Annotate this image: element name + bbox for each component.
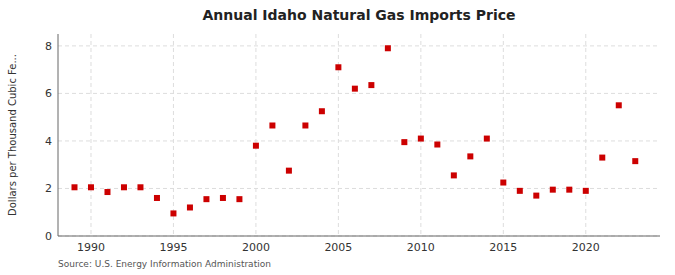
point — [253, 143, 259, 149]
point — [401, 139, 407, 145]
chart: 0 2 4 6 8 1990 1995 2000 2005 2010 2015 2020 Annual … — [0, 0, 675, 275]
point — [121, 184, 127, 190]
grid-line-x — [585, 34, 586, 236]
point — [566, 187, 572, 193]
point — [71, 184, 77, 190]
grid-line-y — [58, 236, 660, 237]
point — [104, 189, 110, 195]
title: Annual Idaho Natural Gas Imports Price — [203, 7, 516, 23]
y-axis-line — [58, 34, 59, 236]
y-tick-label: 6 — [45, 87, 52, 100]
y-tick-label: 8 — [45, 40, 52, 53]
point — [286, 168, 292, 174]
point — [434, 142, 440, 148]
point — [203, 196, 209, 202]
point — [484, 136, 490, 142]
y-tick-label: 0 — [45, 230, 52, 243]
chart-container: 0 2 4 6 8 1990 1995 2000 2005 2010 2015 2020 Annual … — [0, 0, 675, 275]
points — [71, 45, 638, 216]
x-tick-label: 2010 — [407, 241, 435, 254]
x-axis-line — [58, 236, 660, 237]
grid-line-x — [420, 34, 421, 236]
y-axis-label: Dollars per Thousand Cubic Fe... — [7, 54, 18, 216]
point — [170, 210, 176, 216]
point — [269, 122, 275, 128]
point — [616, 102, 622, 108]
grid-line-x — [90, 34, 91, 236]
point — [352, 86, 358, 92]
point — [220, 195, 226, 201]
point — [187, 204, 193, 210]
point — [385, 45, 391, 51]
x-tick-label: 1995 — [159, 241, 187, 254]
grid-line-x — [173, 34, 174, 236]
x-tick-label: 1990 — [77, 241, 105, 254]
point — [88, 184, 94, 190]
point — [599, 155, 605, 161]
point — [418, 136, 424, 142]
grid-line-y — [58, 93, 660, 94]
point — [517, 188, 523, 194]
grid-line-x — [255, 34, 256, 236]
grid-line-x — [503, 34, 504, 236]
point — [583, 188, 589, 194]
y-tick-label: 2 — [45, 182, 52, 195]
grid — [58, 34, 660, 236]
point — [632, 158, 638, 164]
ticks: 0 2 4 6 8 1990 1995 2000 2005 2010 2015 2020 — [45, 40, 600, 254]
x-tick-label: 2005 — [324, 241, 352, 254]
point — [500, 180, 506, 186]
point — [550, 187, 556, 193]
point — [368, 82, 374, 88]
x-tick-label: 2000 — [242, 241, 270, 254]
point — [451, 172, 457, 178]
point — [335, 64, 341, 70]
point — [533, 193, 539, 199]
point — [236, 196, 242, 202]
y-tick-label: 4 — [45, 135, 52, 148]
point — [154, 195, 160, 201]
point — [137, 184, 143, 190]
point — [302, 122, 308, 128]
x-tick-label: 2020 — [572, 241, 600, 254]
grid-line-y — [58, 45, 660, 46]
point — [467, 153, 473, 159]
x-tick-label: 2015 — [489, 241, 517, 254]
grid-line-y — [58, 140, 660, 141]
point — [319, 108, 325, 114]
source-note: Source: U.S. Energy Information Administ… — [58, 259, 271, 269]
